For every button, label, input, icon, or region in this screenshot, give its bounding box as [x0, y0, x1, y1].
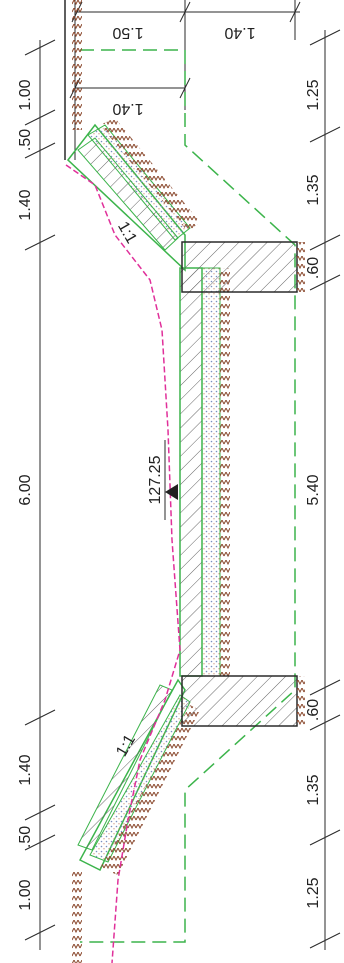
left-dim-7: 1.00 [17, 879, 34, 910]
left-dim-1: 1.00 [17, 79, 34, 110]
lower-slope [77, 678, 200, 875]
left-dim-4: 6.00 [17, 474, 34, 505]
left-dimension-chain: 1.00 .50 1.40 6.00 1.40 .50 1.00 [17, 39, 56, 950]
right-dim-6: 1.35 [305, 774, 322, 805]
terrain-profile [65, 164, 181, 963]
top-dim-2: 1.40 [224, 24, 255, 41]
left-dim-2: .50 [17, 129, 34, 151]
right-dim-2: 1.35 [305, 174, 322, 205]
right-dimension-chain: 1.25 1.35 .60 5.40 .60 1.35 1.25 [305, 29, 341, 950]
elevation-marker: 127.25 [147, 440, 178, 520]
elevation-label: 127.25 [147, 455, 164, 504]
excavation-outline [80, 49, 296, 943]
left-dim-3: 1.40 [17, 189, 34, 220]
top-dimensions: 1.50 1.40 1.40 [69, 0, 301, 160]
right-dim-3: .60 [305, 257, 322, 279]
lower-footing [181, 675, 305, 727]
right-dim-1: 1.25 [305, 79, 322, 110]
top-dim-1: 1.50 [112, 24, 143, 41]
base-slab [179, 267, 230, 677]
right-dim-4: 5.40 [305, 474, 322, 505]
left-dim-6: .50 [17, 826, 34, 848]
inner-dim: 1.40 [112, 100, 143, 117]
left-dim-5: 1.40 [17, 754, 34, 785]
right-dim-5: .60 [305, 699, 322, 721]
ground-line [64, 0, 82, 963]
upper-footing [181, 241, 305, 293]
upper-slope [66, 118, 200, 272]
right-dim-7: 1.25 [305, 877, 322, 908]
